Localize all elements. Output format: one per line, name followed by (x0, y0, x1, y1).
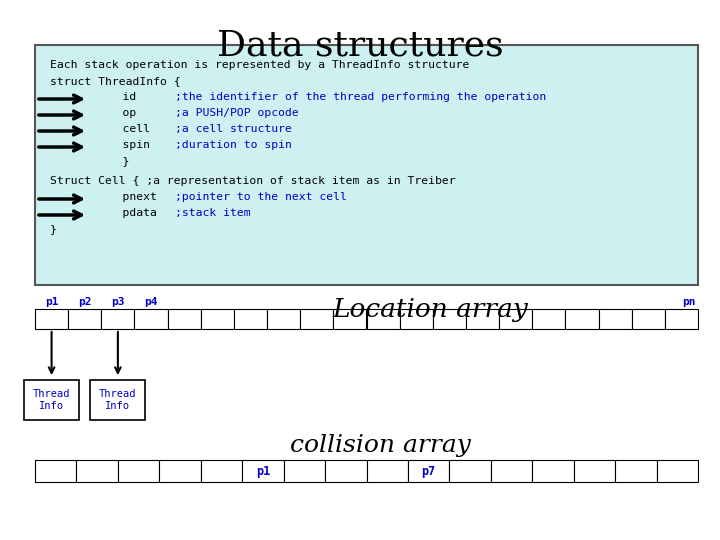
Text: }: } (50, 224, 57, 234)
Bar (574, 460, 615, 482)
Bar (118, 460, 159, 482)
Bar (499, 309, 532, 329)
Bar (366, 460, 408, 482)
Bar (35, 45, 698, 285)
Bar (491, 460, 532, 482)
Text: cell: cell (95, 124, 150, 134)
Text: ;pointer to the next cell: ;pointer to the next cell (175, 192, 347, 202)
Bar (466, 309, 499, 329)
Bar (565, 309, 598, 329)
Bar (135, 309, 168, 329)
Bar (532, 309, 565, 329)
Bar (433, 309, 466, 329)
Text: p4: p4 (144, 297, 158, 307)
Bar (201, 309, 234, 329)
Text: op: op (95, 108, 136, 118)
Bar (300, 309, 333, 329)
Bar (242, 460, 284, 482)
Bar (35, 309, 68, 329)
Bar (24, 380, 79, 420)
Bar (284, 460, 325, 482)
Text: struct ThreadInfo {: struct ThreadInfo { (50, 76, 181, 86)
Bar (91, 380, 145, 420)
Bar (234, 309, 267, 329)
Text: Thread
Info: Thread Info (99, 389, 137, 411)
Text: collision array: collision array (289, 434, 470, 457)
Text: p2: p2 (78, 297, 91, 307)
Bar (159, 460, 201, 482)
Text: spin: spin (95, 140, 150, 150)
Bar (201, 460, 242, 482)
Bar (598, 309, 631, 329)
Text: }: } (95, 156, 130, 166)
Bar (102, 309, 135, 329)
Text: ;the identifier of the thread performing the operation: ;the identifier of the thread performing… (175, 92, 546, 102)
Bar (665, 309, 698, 329)
Text: ;a PUSH/POP opcode: ;a PUSH/POP opcode (175, 108, 299, 118)
Text: p3: p3 (111, 297, 125, 307)
Text: id: id (95, 92, 136, 102)
Text: pnext: pnext (95, 192, 157, 202)
Text: Location array: Location array (332, 297, 528, 322)
Bar (408, 460, 449, 482)
Text: p7: p7 (421, 464, 436, 477)
Bar (267, 309, 300, 329)
Bar (532, 460, 574, 482)
Text: Struct Cell { ;a representation of stack item as in Treiber: Struct Cell { ;a representation of stack… (50, 176, 456, 186)
Text: ;duration to spin: ;duration to spin (175, 140, 292, 150)
Text: Each stack operation is represented by a ThreadInfo structure: Each stack operation is represented by a… (50, 60, 469, 70)
Bar (400, 309, 433, 329)
Bar (631, 309, 665, 329)
Text: Data structures: Data structures (217, 28, 503, 62)
Text: pn: pn (683, 297, 696, 307)
Text: ;a cell structure: ;a cell structure (175, 124, 292, 134)
Text: ;stack item: ;stack item (175, 208, 251, 218)
Text: pdata: pdata (95, 208, 157, 218)
Bar (333, 309, 366, 329)
Bar (449, 460, 491, 482)
Bar (168, 309, 201, 329)
Bar (325, 460, 366, 482)
Bar (76, 460, 118, 482)
Bar (657, 460, 698, 482)
Bar (68, 309, 102, 329)
Bar (366, 309, 400, 329)
Bar (35, 460, 76, 482)
Text: p1: p1 (45, 297, 58, 307)
Text: p1: p1 (256, 464, 270, 477)
Text: Thread
Info: Thread Info (33, 389, 71, 411)
Bar (615, 460, 657, 482)
